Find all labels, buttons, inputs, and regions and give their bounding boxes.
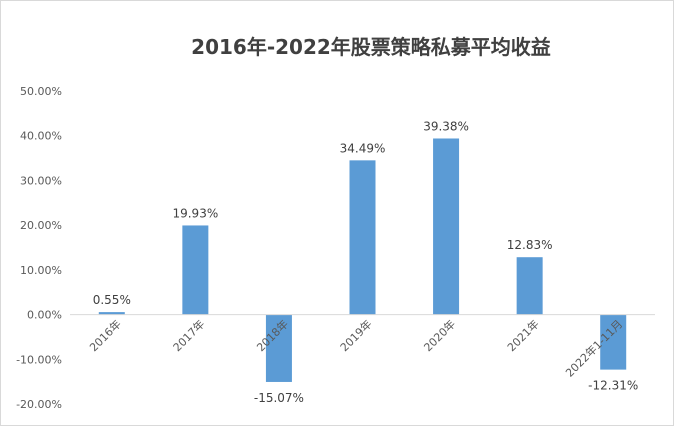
data-label-1: 0.55%	[93, 293, 131, 307]
chart-title: 2016年-2022年股票策略私募平均收益	[191, 35, 551, 59]
y-tick-label: 10.00%	[20, 264, 62, 277]
x-tick-label-6: 2021年	[504, 317, 541, 354]
data-label-4: 34.49%	[340, 141, 386, 155]
y-tick-label: 0.00%	[27, 309, 62, 322]
y-tick-label: 30.00%	[20, 174, 62, 187]
data-label-3: -15.07%	[254, 391, 304, 405]
x-tick-label-2: 2017年	[170, 317, 207, 354]
data-label-6: 12.83%	[507, 238, 553, 252]
bar-5	[433, 138, 460, 315]
x-tick-label-1: 2016年	[86, 317, 123, 354]
bar-2	[182, 225, 209, 315]
bar-4	[349, 160, 376, 315]
bar-1	[98, 312, 125, 315]
bar-6	[516, 257, 543, 315]
x-axis: 2016年 2017年 2018年 2019年 2020年 2021年 2022年1-11月	[70, 314, 655, 380]
bars	[98, 138, 627, 382]
y-tick-label: 40.00%	[20, 130, 62, 143]
data-label-2: 19.93%	[172, 206, 218, 220]
bar-3	[265, 314, 292, 382]
y-tick-label: 50.00%	[20, 85, 62, 98]
y-axis: 50.00% 40.00% 30.00% 20.00% 10.00% 0.00% -10.0…	[16, 85, 62, 411]
y-tick-label: 20.00%	[20, 219, 62, 232]
y-tick-label: -20.00%	[16, 398, 62, 411]
data-labels: 0.55% 19.93% -15.07% 34.49% 39.38% 12.83% -12.…	[93, 119, 639, 404]
bar-7	[600, 314, 627, 370]
data-label-5: 39.38%	[423, 119, 469, 133]
data-label-7: -12.31%	[588, 379, 638, 393]
x-tick-label-5: 2020年	[421, 317, 458, 354]
y-tick-label: -10.00%	[16, 353, 62, 366]
x-tick-label-4: 2019年	[337, 317, 374, 354]
